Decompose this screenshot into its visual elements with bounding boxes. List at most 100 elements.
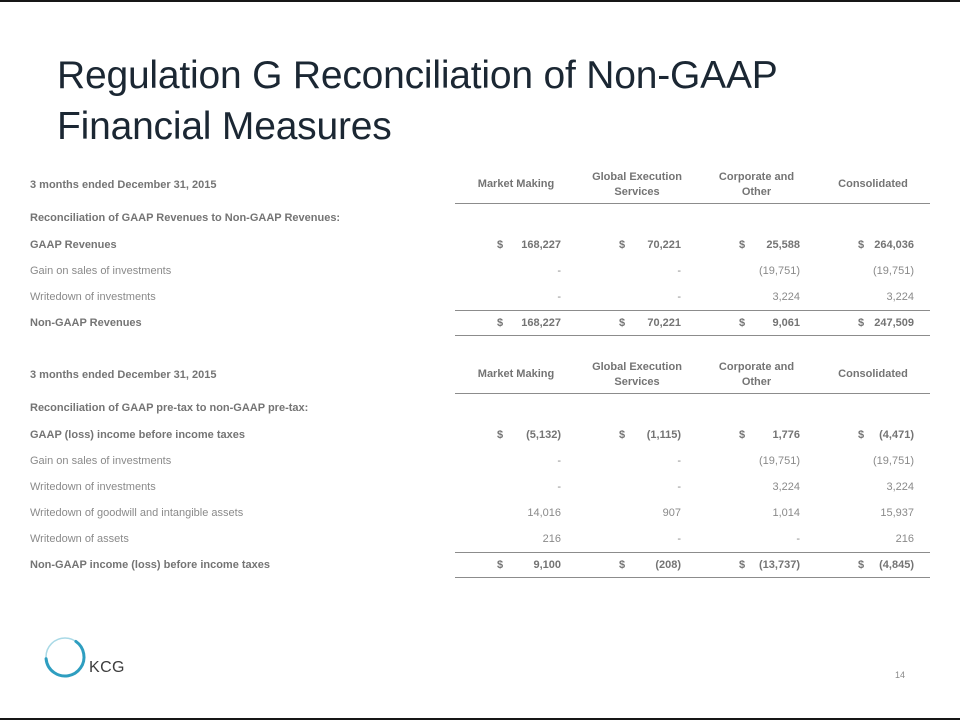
gaap-revenues-reconciliation-table: 3 months ended December 31, 2015 Market M… [30,166,930,336]
value-cell: 14,016 [455,500,577,526]
value-cell: 3,224 [816,284,930,310]
value-cell: $264,036 [816,232,930,258]
cell-value: 168,227 [521,239,561,251]
value-cell: 216 [816,526,930,552]
dollar-sign: $ [858,317,865,329]
cell-value: (19,751) [759,265,800,277]
value-cell: $70,221 [577,232,697,258]
cell-value: 216 [542,533,561,545]
column-header: Global Execution Services [577,166,697,204]
cell-value: 15,937 [880,507,914,519]
cell-value: (4,471) [879,429,914,441]
cell-value: (19,751) [759,455,800,467]
column-header: Corporate and Other [697,356,816,394]
dollar-sign: $ [497,429,504,441]
table-row: Writedown of investments - - 3,224 3,224 [30,474,930,500]
kcg-logo: KCG [42,634,125,680]
cell-value: - [677,291,681,303]
value-cell: $168,227 [455,232,577,258]
value-cell: $ (5,132) [455,422,577,448]
dollar-sign: $ [619,559,626,571]
value-cell: $ (4,471) [816,422,930,448]
row-label: Gain on sales of investments [30,455,172,467]
cell-value: 3,224 [886,481,914,493]
slide-title: Regulation G Reconciliation of Non-GAAP … [57,50,778,153]
period-label: 3 months ended December 31, 2015 [30,369,217,381]
value-cell: $247,509 [816,310,930,336]
value-cell: $70,221 [577,310,697,336]
dollar-sign: $ [497,317,504,329]
value-cell: $1,776 [697,422,816,448]
dollar-sign: $ [619,317,626,329]
value-cell: (19,751) [816,448,930,474]
table-header-row: 3 months ended December 31, 2015 Market M… [30,166,930,204]
row-label: GAAP (loss) income before income taxes [30,429,245,441]
table-row: Gain on sales of investments - - (19,751) (1… [30,258,930,284]
dollar-sign: $ [739,429,746,441]
dollar-sign: $ [619,429,626,441]
value-cell: - [697,526,816,552]
value-cell: $ (13,737) [697,552,816,578]
value-cell: $9,061 [697,310,816,336]
cell-value: (19,751) [873,455,914,467]
value-cell: - [455,474,577,500]
value-cell: 907 [577,500,697,526]
cell-value: (13,737) [759,559,800,571]
cell-value: - [557,481,561,493]
kcg-logo-icon [44,636,86,678]
dollar-sign: $ [858,559,865,571]
row-label: Writedown of assets [30,533,129,545]
table-section-row: Reconciliation of GAAP Revenues to Non-G… [30,204,930,232]
value-cell: - [455,258,577,284]
slide-edge-bottom [0,718,960,720]
cell-value: 907 [662,507,681,519]
cell-value: 1,014 [772,507,800,519]
table-row: Gain on sales of investments - - (19,751) (1… [30,448,930,474]
value-cell: - [455,448,577,474]
cell-value: (1,115) [646,429,681,441]
value-cell: 3,224 [697,284,816,310]
value-cell: $9,100 [455,552,577,578]
cell-value: - [557,455,561,467]
row-label: Gain on sales of investments [30,265,172,277]
value-cell: 1,014 [697,500,816,526]
row-label: Writedown of investments [30,291,156,303]
cell-value: 14,016 [527,507,561,519]
table-row: GAAP Revenues $168,227 $70,221 $25,588 $264,… [30,232,930,258]
value-cell: $ (208) [577,552,697,578]
value-cell: $ (1,115) [577,422,697,448]
cell-value: 3,224 [886,291,914,303]
cell-value: - [557,265,561,277]
dollar-sign: $ [497,239,504,251]
column-header: Global Execution Services [577,356,697,394]
value-cell: - [577,284,697,310]
value-cell: - [577,474,697,500]
section-label: Reconciliation of GAAP pre-tax to non-GA… [30,402,309,414]
cell-value: - [677,455,681,467]
title-line-1: Regulation G Reconciliation of Non-GAAP [57,54,778,97]
value-cell: $25,588 [697,232,816,258]
cell-value: 25,588 [766,239,800,251]
cell-value: - [796,533,800,545]
cell-value: 3,224 [772,481,800,493]
slide-edge-top [0,0,960,2]
column-header: Consolidated [816,166,930,204]
kcg-logo-text: KCG [89,659,125,676]
value-cell: 3,224 [697,474,816,500]
dollar-sign: $ [739,239,746,251]
page-number: 14 [894,670,905,680]
cell-value: (208) [655,559,681,571]
cell-value: - [677,533,681,545]
table-row: Writedown of assets 216 - - 216 [30,526,930,552]
column-header: Market Making [455,356,577,394]
value-cell: (19,751) [697,258,816,284]
column-header: Corporate and Other [697,166,816,204]
cell-value: 70,221 [647,239,681,251]
row-label: Writedown of investments [30,481,156,493]
value-cell: (19,751) [697,448,816,474]
table-row: Writedown of investments - - 3,224 3,224 [30,284,930,310]
period-label: 3 months ended December 31, 2015 [30,179,217,191]
cell-value: 216 [895,533,914,545]
value-cell: 15,937 [816,500,930,526]
